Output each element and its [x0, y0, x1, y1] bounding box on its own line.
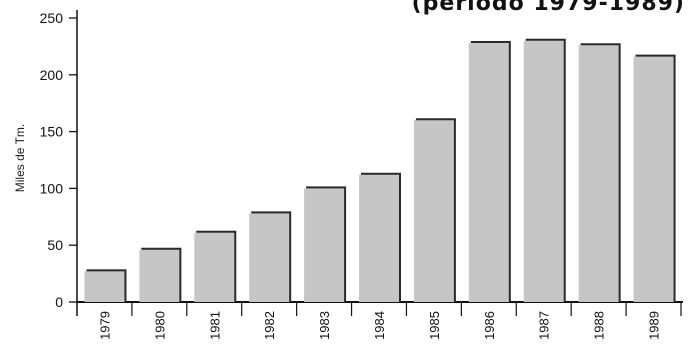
- y-tick-label: 0: [55, 294, 63, 310]
- bar: [633, 56, 674, 303]
- bar: [194, 232, 235, 302]
- bar: [413, 120, 454, 303]
- y-tick-label: 250: [40, 10, 64, 26]
- bar: [468, 42, 509, 302]
- y-tick-label: 200: [40, 67, 64, 83]
- y-tick-label: 100: [40, 180, 64, 196]
- y-tick-label: 150: [40, 124, 64, 140]
- x-tick-label: 1987: [537, 311, 552, 340]
- x-tick-label: 1983: [317, 311, 332, 340]
- x-tick-label: 1980: [152, 311, 167, 340]
- x-tick-label: 1981: [207, 311, 222, 340]
- x-tick-label: 1979: [97, 311, 112, 340]
- x-tick-label: 1988: [592, 311, 607, 340]
- bar: [84, 271, 125, 302]
- bar: [139, 249, 180, 302]
- x-tick-label: 1989: [647, 311, 662, 340]
- bar: [304, 188, 345, 302]
- x-tick-label: 1985: [427, 311, 442, 340]
- x-tick-label: 1982: [262, 311, 277, 340]
- y-tick-label: 50: [47, 237, 63, 253]
- chart-subtitle: (período 1979-1989): [411, 0, 685, 16]
- bar: [359, 174, 399, 302]
- bar: [249, 213, 290, 302]
- bar: [523, 40, 564, 302]
- x-tick-label: 1986: [482, 311, 497, 340]
- x-tick-label: 1984: [372, 311, 387, 340]
- bar: [578, 45, 619, 302]
